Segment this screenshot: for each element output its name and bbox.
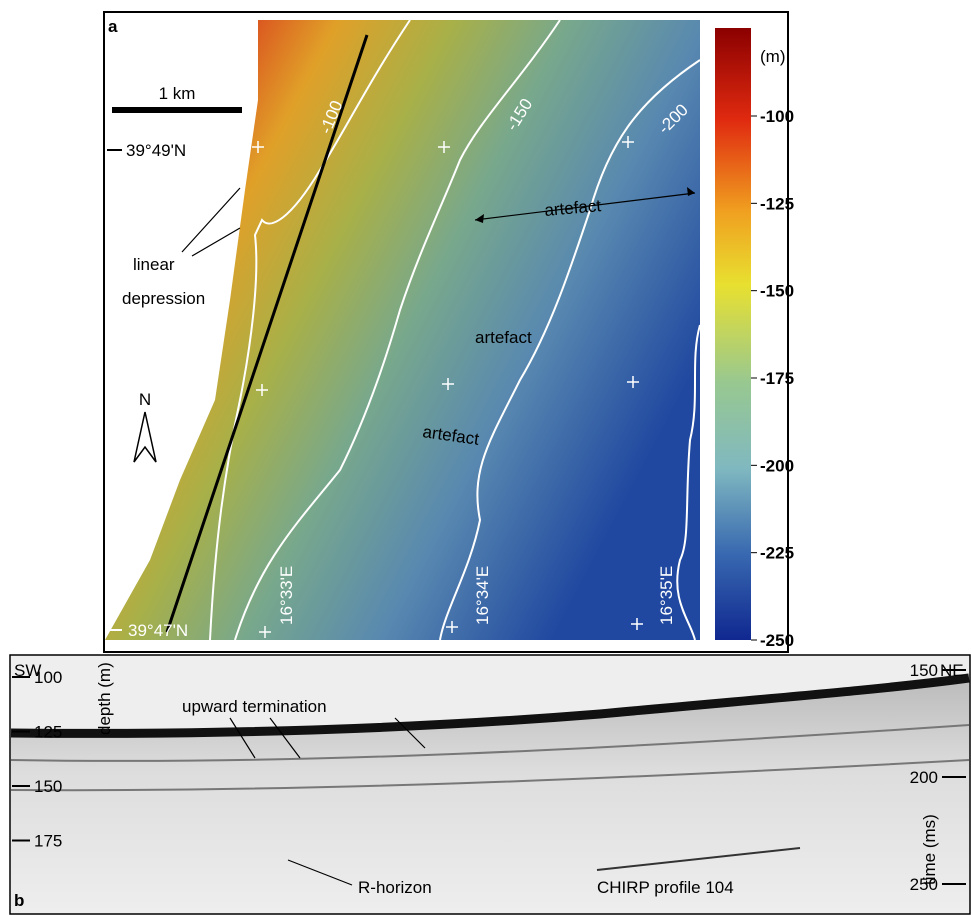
depth-tick-label: 125 (34, 723, 62, 742)
axis-title: depth (m) (95, 662, 114, 735)
panel-b: SW NE depth (m) time (ms) 10012515017515… (10, 655, 970, 914)
annotation: R-horizon (358, 878, 432, 897)
colorbar-tick-label: -250 (760, 631, 794, 650)
profile-label: CHIRP profile 104 (597, 878, 734, 897)
depth-tick-label: 175 (34, 832, 62, 851)
colorbar-tick-label: -175 (760, 369, 794, 388)
longitude-label: 16°33'E (277, 566, 296, 625)
annotation: artefact (475, 328, 532, 347)
annotation: depression (122, 289, 205, 308)
annotation: linear (133, 255, 175, 274)
figure: a 1 km 39°49'N 39°47'N 16°33'E 16°34'E 1… (0, 0, 971, 915)
panel-a: a 1 km 39°49'N 39°47'N 16°33'E 16°34'E 1… (104, 12, 794, 652)
colorbar-tick-label: -225 (760, 544, 794, 563)
depth-tick-label: 150 (34, 777, 62, 796)
panel-label: a (108, 17, 118, 36)
colorbar-tick-label: -150 (760, 282, 794, 301)
colorbar-tick-label: -200 (760, 456, 794, 475)
colorbar (715, 28, 751, 640)
time-tick-label: 200 (910, 768, 938, 787)
time-tick-label: 150 (910, 661, 938, 680)
depth-tick-label: 100 (34, 668, 62, 687)
longitude-label: 16°34'E (473, 566, 492, 625)
longitude-label: 16°35'E (657, 566, 676, 625)
latitude-label: 39°47'N (128, 621, 188, 640)
scale-label: 1 km (159, 84, 196, 103)
panel-label: b (14, 891, 24, 910)
time-tick-label: 250 (910, 875, 938, 894)
colorbar-unit: (m) (760, 47, 785, 66)
annotation: upward termination (182, 697, 327, 716)
colorbar-tick-label: -100 (760, 107, 794, 126)
north-label: N (139, 390, 151, 409)
latitude-label: 39°49'N (126, 141, 186, 160)
colorbar-tick-label: -125 (760, 194, 794, 213)
